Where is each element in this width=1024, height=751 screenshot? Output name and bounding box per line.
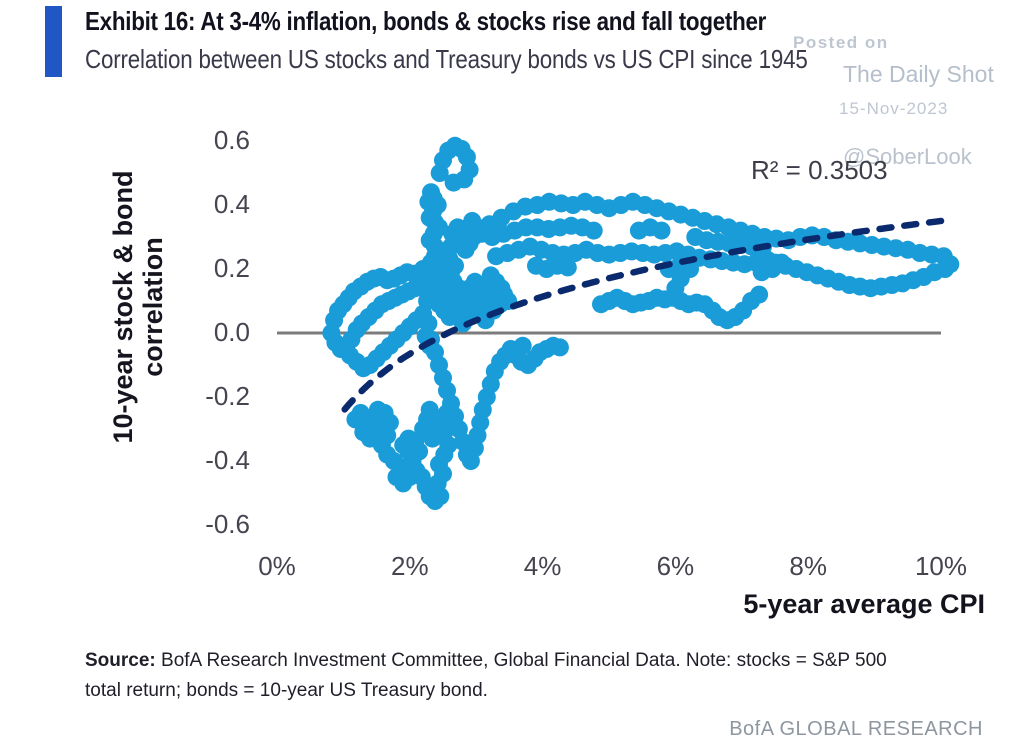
scatter-point xyxy=(444,173,463,192)
x-tick-label: 6% xyxy=(656,551,695,581)
watermark-handle: @SoberLook xyxy=(843,144,972,169)
y-tick-label: -0.6 xyxy=(205,509,250,539)
scatter-point xyxy=(410,442,429,461)
source-line2: total return; bonds = 10-year US Treasur… xyxy=(85,680,488,702)
x-tick-label: 4% xyxy=(523,551,562,581)
bofa-global-research-brand: BofA GLOBAL RESEARCH xyxy=(729,718,983,740)
x-axis-title: 5-year average CPI xyxy=(743,589,985,619)
trendline xyxy=(341,217,950,413)
y-tick-label: 0.6 xyxy=(213,125,250,155)
y-tick-label: -0.2 xyxy=(205,381,250,411)
scatter-points xyxy=(322,136,960,510)
r-squared-annotation: R² = 0.3503 xyxy=(751,155,888,185)
watermark-date: 15-Nov-2023 xyxy=(839,99,949,118)
source-note: Source: BofA Research Investment Committ… xyxy=(85,646,933,707)
y-tick-label: -0.4 xyxy=(205,445,250,475)
scatter-point xyxy=(550,338,569,357)
scatter-point xyxy=(750,285,769,304)
scatter-point xyxy=(584,221,603,240)
watermark-posted-on: Posted on xyxy=(793,33,889,52)
x-tick-label: 2% xyxy=(391,551,429,581)
scatter-point xyxy=(558,258,577,277)
scatter-point xyxy=(411,263,430,282)
x-tick-label: 0% xyxy=(258,551,296,581)
x-tick-label: 10% xyxy=(914,551,968,581)
scatter-point xyxy=(481,266,500,285)
x-tick-label: 8% xyxy=(789,551,827,581)
scatter-point xyxy=(652,221,671,240)
scatter-point xyxy=(941,255,960,274)
y-tick-label: 0.2 xyxy=(213,253,250,283)
scatter-point xyxy=(513,336,532,355)
scatter-point xyxy=(423,429,442,448)
y-tick-label: 0.0 xyxy=(213,317,250,347)
scatter-point xyxy=(681,260,699,278)
title-accent-bar xyxy=(45,6,62,77)
source-label: Source: BofA Research Investment Committ… xyxy=(85,650,887,671)
watermark-daily-shot: The Daily Shot xyxy=(843,61,994,87)
y-tick-label: 0.4 xyxy=(213,189,250,219)
scatter-point xyxy=(406,279,425,298)
chart-subtitle: Correlation between US stocks and Treasu… xyxy=(85,44,808,74)
exhibit-title: Exhibit 16: At 3-4% inflation, bonds & s… xyxy=(85,6,767,36)
